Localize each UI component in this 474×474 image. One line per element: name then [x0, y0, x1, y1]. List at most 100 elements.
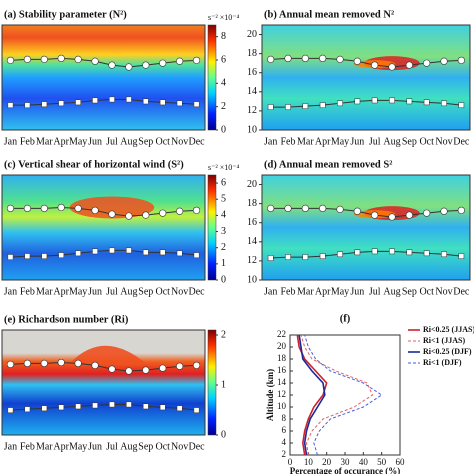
plot-frame — [261, 24, 471, 131]
square-marker — [126, 247, 132, 254]
x-tick-label: Jan — [4, 136, 17, 147]
circle-marker — [336, 205, 344, 213]
x-tick-label: Mar — [297, 136, 314, 147]
colorbar-tick-label: 2 — [221, 329, 226, 340]
square-marker — [176, 250, 183, 257]
x-tick-label: May — [69, 286, 87, 297]
y-tick-label: 12 — [277, 389, 286, 399]
x-tick-label: Mar — [36, 286, 53, 297]
x-tick-label: Mar — [36, 441, 53, 452]
square-marker — [319, 102, 326, 109]
square-marker — [142, 98, 149, 105]
circle-marker — [319, 54, 327, 63]
circle-marker — [301, 54, 309, 63]
x-tick-label: 10 — [304, 457, 314, 467]
x-tick-label: Sep — [402, 136, 417, 147]
colorbar-tick-label: 1 — [221, 379, 226, 390]
colorbar — [207, 329, 217, 436]
panel-title: (f) — [340, 313, 351, 324]
panel-title: (b) Annual mean removed N² — [264, 9, 394, 20]
x-tick-label: Apr — [53, 136, 69, 147]
x-tick-label: 0 — [288, 457, 293, 467]
plot-frame — [1, 329, 206, 436]
circle-marker — [40, 204, 48, 213]
square-marker — [389, 248, 395, 255]
circle-marker — [371, 211, 379, 219]
x-axis-label: Percentage of occurance (%) — [290, 466, 401, 474]
colorbar-tick-label: 0 — [221, 274, 226, 285]
colorbar-tick-label: 5 — [221, 194, 226, 205]
circle-marker — [108, 210, 116, 218]
marker-line — [270, 99, 462, 108]
x-tick-label: Jun — [88, 136, 102, 147]
square-marker — [7, 102, 14, 109]
x-tick-label: Oct — [155, 441, 170, 452]
heatmap-feature — [69, 345, 146, 364]
circle-marker — [57, 358, 65, 367]
square-marker — [371, 97, 378, 104]
circle-marker — [74, 359, 82, 368]
x-tick-label: Aug — [383, 136, 400, 147]
y-axis-label: Altitude (km) — [265, 369, 275, 421]
square-marker — [337, 100, 343, 107]
circle-marker — [405, 211, 413, 219]
x-tick-label: 40 — [359, 457, 369, 467]
circle-marker — [91, 206, 99, 214]
circle-marker — [353, 207, 361, 215]
circle-marker — [159, 209, 167, 217]
x-tick-label: Sep — [138, 286, 153, 297]
circle-marker — [108, 61, 116, 69]
x-tick-label: Feb — [20, 136, 35, 147]
x-tick-label: Feb — [20, 441, 35, 452]
x-tick-label: Dec — [453, 286, 470, 297]
y-tick-label: 16 — [247, 67, 257, 78]
colorbar-tick-label: 0 — [221, 429, 226, 440]
x-tick-label: Jul — [369, 136, 381, 147]
x-tick-label: Nov — [171, 441, 188, 452]
square-marker — [193, 252, 200, 259]
colorbar-tick-label: 0 — [221, 124, 226, 135]
square-marker — [58, 404, 65, 411]
heatmap-field — [262, 25, 470, 130]
square-marker — [193, 407, 200, 414]
circle-marker — [40, 359, 48, 368]
square-marker — [41, 253, 48, 259]
panel-title: (c) Vertical shear of horizontal wind (S… — [4, 159, 184, 170]
x-tick-label: 60 — [396, 457, 406, 467]
x-tick-label: May — [69, 136, 87, 147]
x-tick-label: Nov — [435, 136, 452, 147]
circle-marker — [23, 55, 31, 63]
x-tick-label: 30 — [341, 457, 351, 467]
legend-label: Ri<1 (DJF) — [423, 358, 462, 367]
square-marker — [109, 401, 115, 408]
plot-frame — [261, 174, 471, 281]
colorbar-tick-label: 2 — [221, 101, 226, 112]
circle-marker — [125, 63, 133, 71]
square-marker — [441, 251, 447, 258]
plot-frame — [1, 174, 206, 281]
x-tick-label: Oct — [419, 286, 434, 297]
x-tick-label: Jul — [369, 286, 381, 297]
circle-marker — [74, 55, 82, 63]
square-marker — [458, 253, 465, 259]
circle-marker — [40, 55, 48, 63]
square-marker — [354, 249, 361, 256]
square-marker — [441, 100, 447, 107]
y-tick-label: 6 — [282, 425, 287, 435]
square-marker — [142, 403, 149, 410]
x-tick-label: Dec — [188, 136, 205, 147]
x-tick-label: Apr — [315, 136, 331, 147]
circle-marker — [142, 366, 150, 374]
series-line — [298, 334, 326, 456]
x-tick-label: Oct — [155, 286, 170, 297]
circle-marker — [176, 57, 184, 65]
y-tick-label: 12 — [247, 105, 257, 116]
square-marker — [92, 402, 98, 409]
square-marker — [92, 97, 98, 104]
colorbar-tick-label: 4 — [221, 78, 226, 89]
square-marker — [193, 101, 200, 108]
circle-marker — [192, 206, 201, 214]
square-marker — [58, 252, 65, 259]
x-tick-label: Jul — [106, 286, 118, 297]
square-marker — [7, 254, 14, 260]
